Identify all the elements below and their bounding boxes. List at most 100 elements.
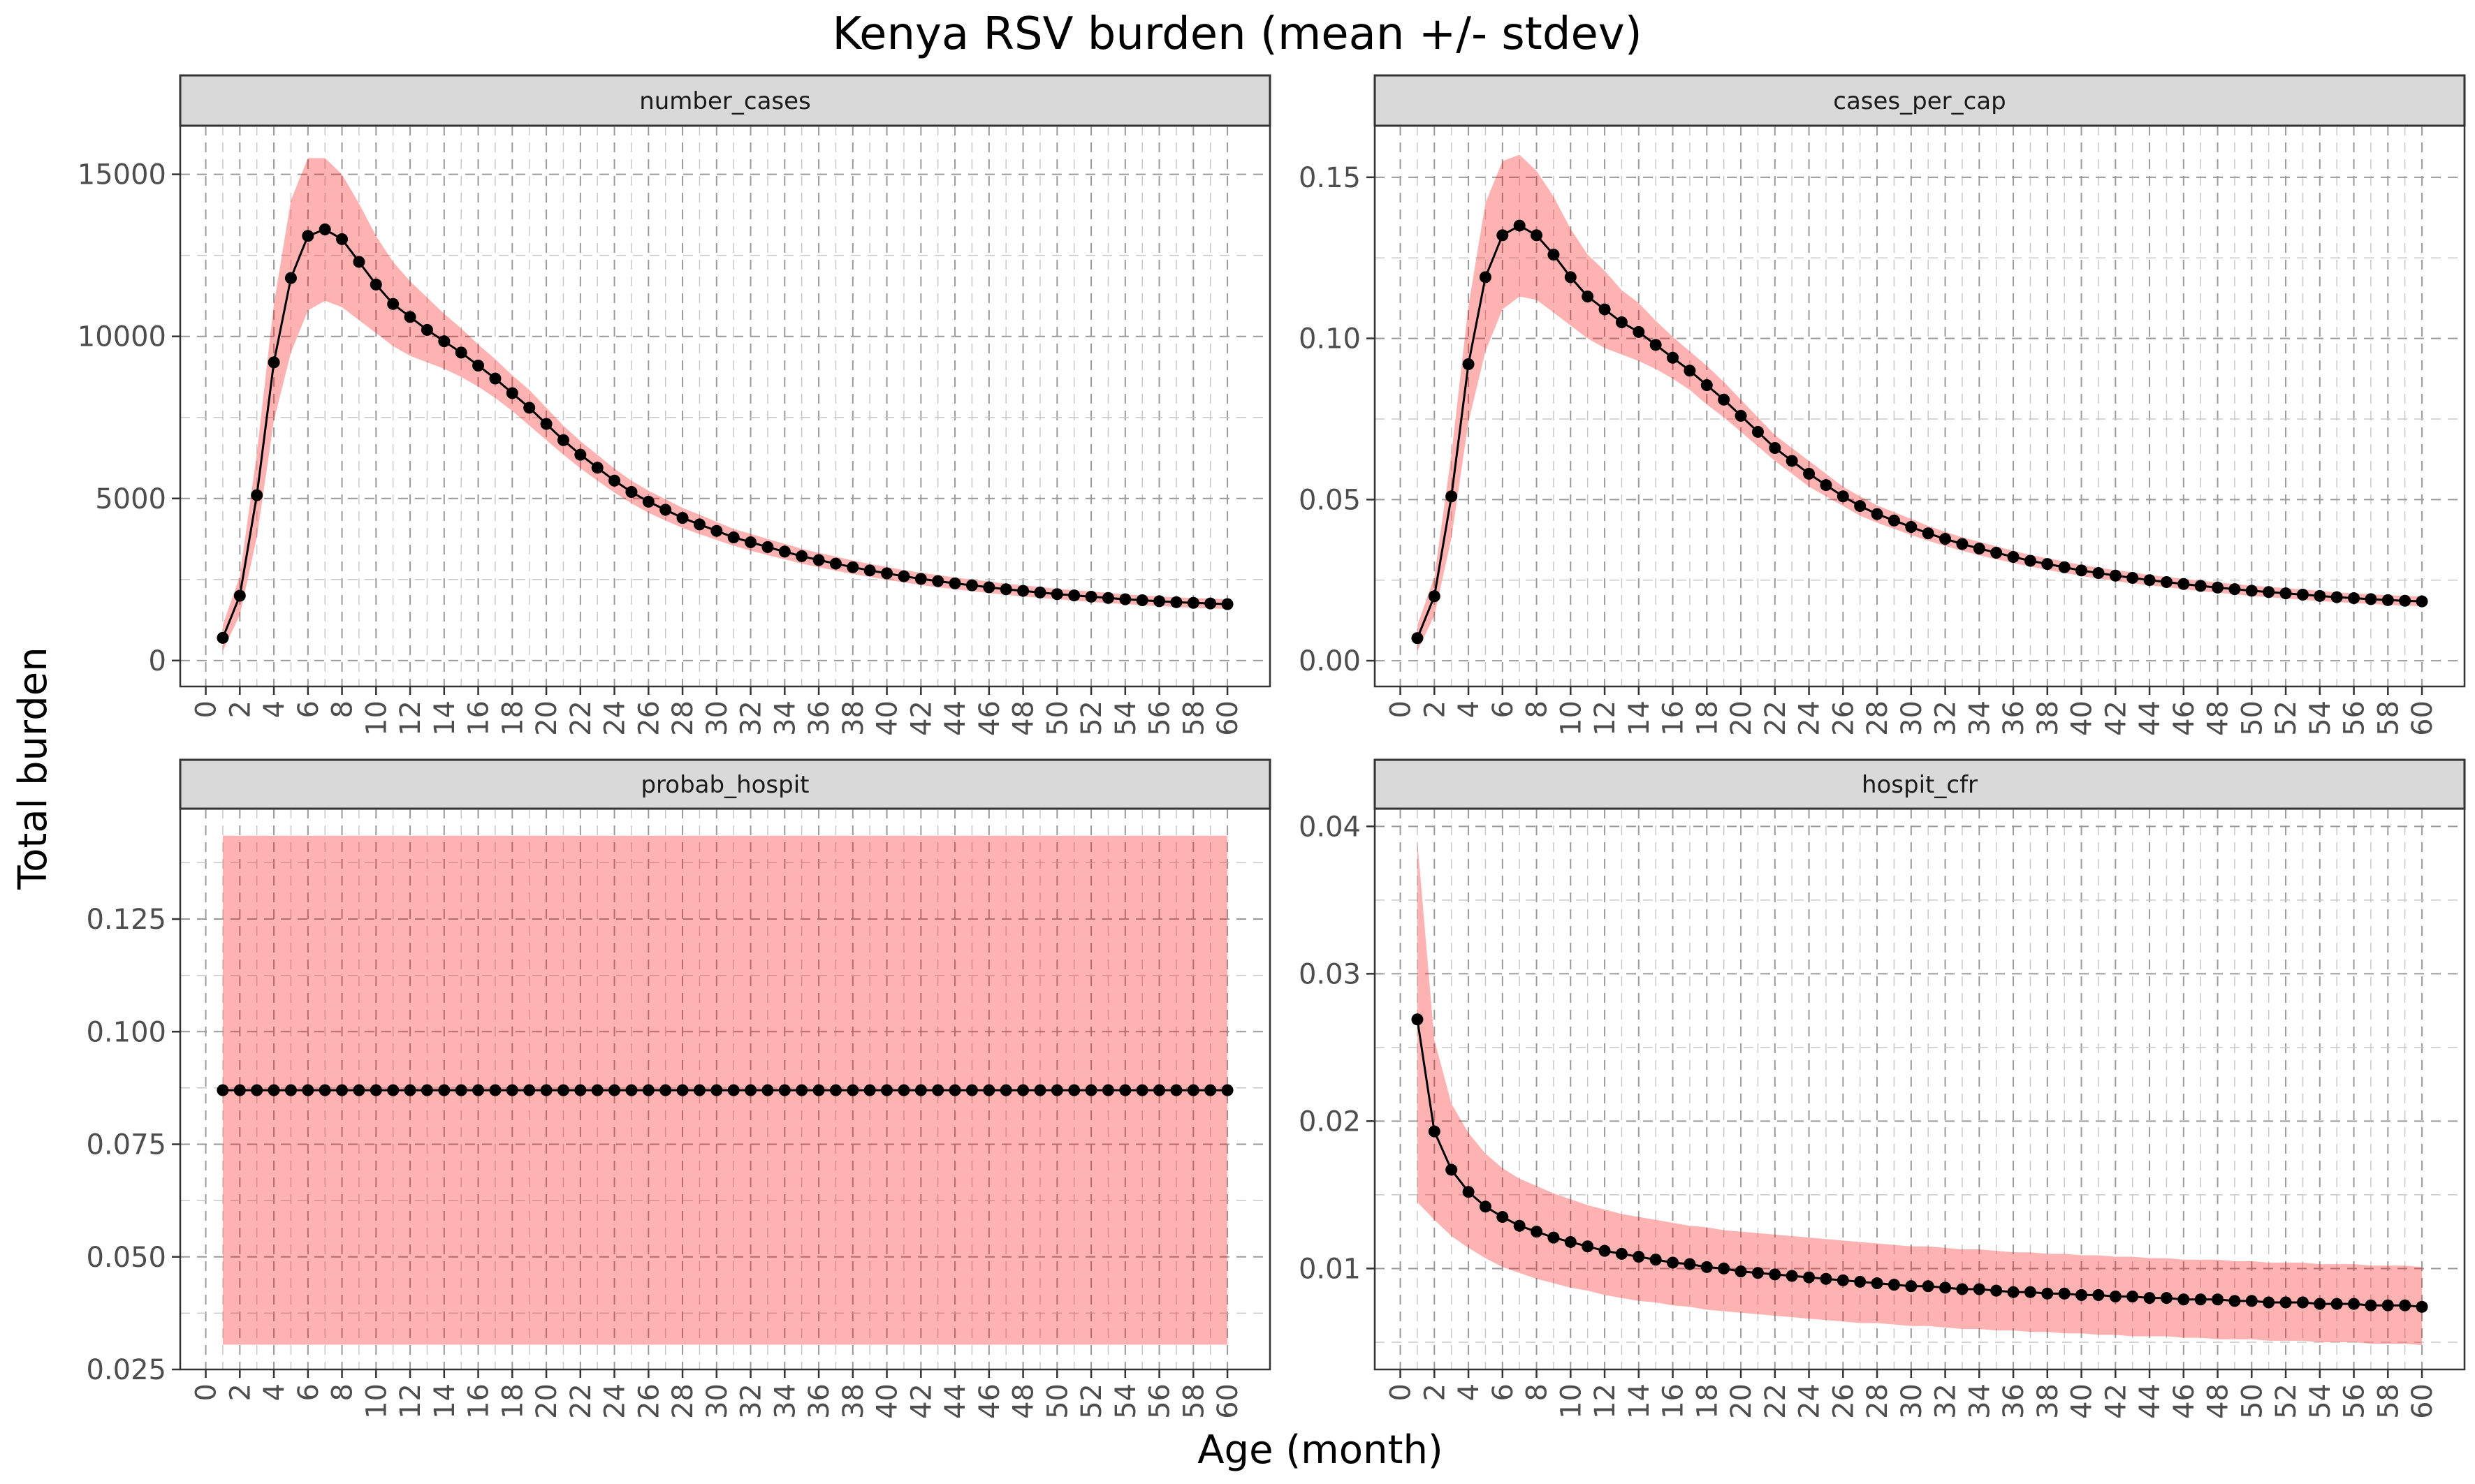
x-tick-label: 60 — [1212, 1383, 1244, 1419]
data-point — [881, 1084, 893, 1096]
data-point — [1786, 1270, 1798, 1282]
y-tick-label: 0.075 — [86, 1129, 166, 1161]
data-point — [2109, 1291, 2122, 1303]
data-point — [540, 418, 553, 430]
data-point — [268, 356, 280, 369]
data-point — [1871, 1277, 1883, 1290]
x-tick-label: 8 — [1521, 1383, 1554, 1401]
data-point — [881, 567, 893, 580]
y-axis: 0.025 0.050 0.075 0.100 0.125 — [86, 904, 180, 1386]
data-point — [472, 1084, 485, 1096]
data-point — [1204, 1084, 1217, 1096]
data-point — [659, 1084, 672, 1096]
data-point — [983, 1084, 995, 1096]
data-point — [1102, 1084, 1114, 1096]
x-tick-label: 0 — [1385, 1383, 1417, 1401]
x-tick-label: 42 — [2100, 700, 2132, 736]
data-point — [574, 448, 587, 461]
x-tick-label: 16 — [1658, 700, 1690, 736]
x-tick-label: 36 — [1998, 700, 2030, 736]
data-point — [302, 1084, 314, 1096]
data-point — [949, 577, 961, 589]
data-point — [1445, 1163, 1458, 1176]
x-axis: 0 2 4 6 8 10 12 14 16 18 20 22 24 26 28 30 32 34 36 38 40 42 4… — [191, 1369, 1244, 1419]
data-point — [1068, 589, 1081, 602]
x-tick-label: 28 — [1862, 1383, 1894, 1419]
data-point — [1102, 592, 1114, 604]
data-point — [829, 557, 842, 570]
x-tick-label: 40 — [872, 700, 904, 736]
data-point — [1531, 1226, 1543, 1238]
x-tick-label: 4 — [1453, 1383, 1485, 1401]
y-axis: 0.01 0.02 0.03 0.04 — [1299, 811, 1375, 1285]
x-tick-label: 50 — [1042, 700, 1074, 736]
x-tick-label: 38 — [838, 700, 870, 736]
data-point — [847, 561, 859, 573]
y-tick-label: 10000 — [78, 321, 166, 353]
data-point — [847, 1084, 859, 1096]
data-point — [1649, 1254, 1662, 1266]
data-point — [745, 1084, 757, 1096]
x-tick-label: 28 — [667, 700, 699, 736]
data-point — [387, 1084, 400, 1096]
data-point — [1700, 1261, 1713, 1273]
x-tick-label: 18 — [497, 700, 529, 736]
data-point — [1564, 1235, 1577, 1248]
data-point — [1667, 351, 1679, 364]
x-tick-label: 58 — [1178, 1383, 1210, 1419]
data-point — [591, 462, 604, 474]
x-tick-label: 14 — [429, 700, 461, 736]
x-tick-label: 14 — [1623, 700, 1656, 736]
data-point — [727, 531, 740, 543]
x-tick-label: 48 — [1008, 1383, 1040, 1419]
data-point — [2228, 583, 2241, 596]
x-tick-label: 52 — [2270, 700, 2302, 736]
x-tick-label: 24 — [1794, 700, 1826, 736]
x-tick-label: 12 — [1589, 1383, 1621, 1419]
data-point — [1085, 590, 1097, 603]
y-axis: 0 5000 10000 15000 — [78, 159, 180, 677]
x-tick-label: 52 — [2270, 1383, 2302, 1419]
data-point — [2041, 1287, 2054, 1300]
x-tick-label: 0 — [1385, 700, 1417, 718]
data-point — [540, 1084, 553, 1096]
data-point — [1170, 1084, 1183, 1096]
data-point — [727, 1084, 740, 1096]
data-point — [1547, 1231, 1560, 1244]
data-point — [1119, 593, 1132, 605]
data-point — [302, 230, 314, 242]
data-point — [642, 495, 655, 508]
data-point — [489, 372, 502, 385]
data-point — [2024, 554, 2036, 567]
data-point — [387, 297, 400, 310]
data-point — [2143, 574, 2156, 587]
data-point — [1017, 1084, 1030, 1096]
data-point — [1905, 521, 1918, 534]
data-point — [1973, 542, 1985, 554]
data-point — [1462, 358, 1475, 371]
x-tick-label: 56 — [1144, 700, 1176, 736]
data-point — [1718, 1262, 1730, 1274]
data-point — [1068, 1084, 1081, 1096]
x-tick-label: 50 — [2236, 1383, 2268, 1419]
data-point — [217, 1084, 229, 1096]
data-point — [812, 1084, 825, 1096]
data-point — [438, 1084, 451, 1096]
data-point — [1411, 632, 1424, 645]
data-point — [2143, 1292, 2156, 1305]
data-point — [472, 359, 485, 372]
y-tick-label: 0 — [149, 645, 166, 677]
data-point — [1888, 1279, 1900, 1291]
data-point — [1221, 1084, 1234, 1096]
data-point — [1479, 1200, 1491, 1213]
data-point — [2058, 1287, 2071, 1300]
x-tick-label: 16 — [1658, 1383, 1690, 1419]
x-tick-label: 48 — [1008, 700, 1040, 736]
data-point — [2279, 587, 2292, 600]
y-tick-label: 0.04 — [1299, 811, 1361, 843]
data-point — [2263, 586, 2275, 598]
data-point — [2024, 1286, 2036, 1298]
